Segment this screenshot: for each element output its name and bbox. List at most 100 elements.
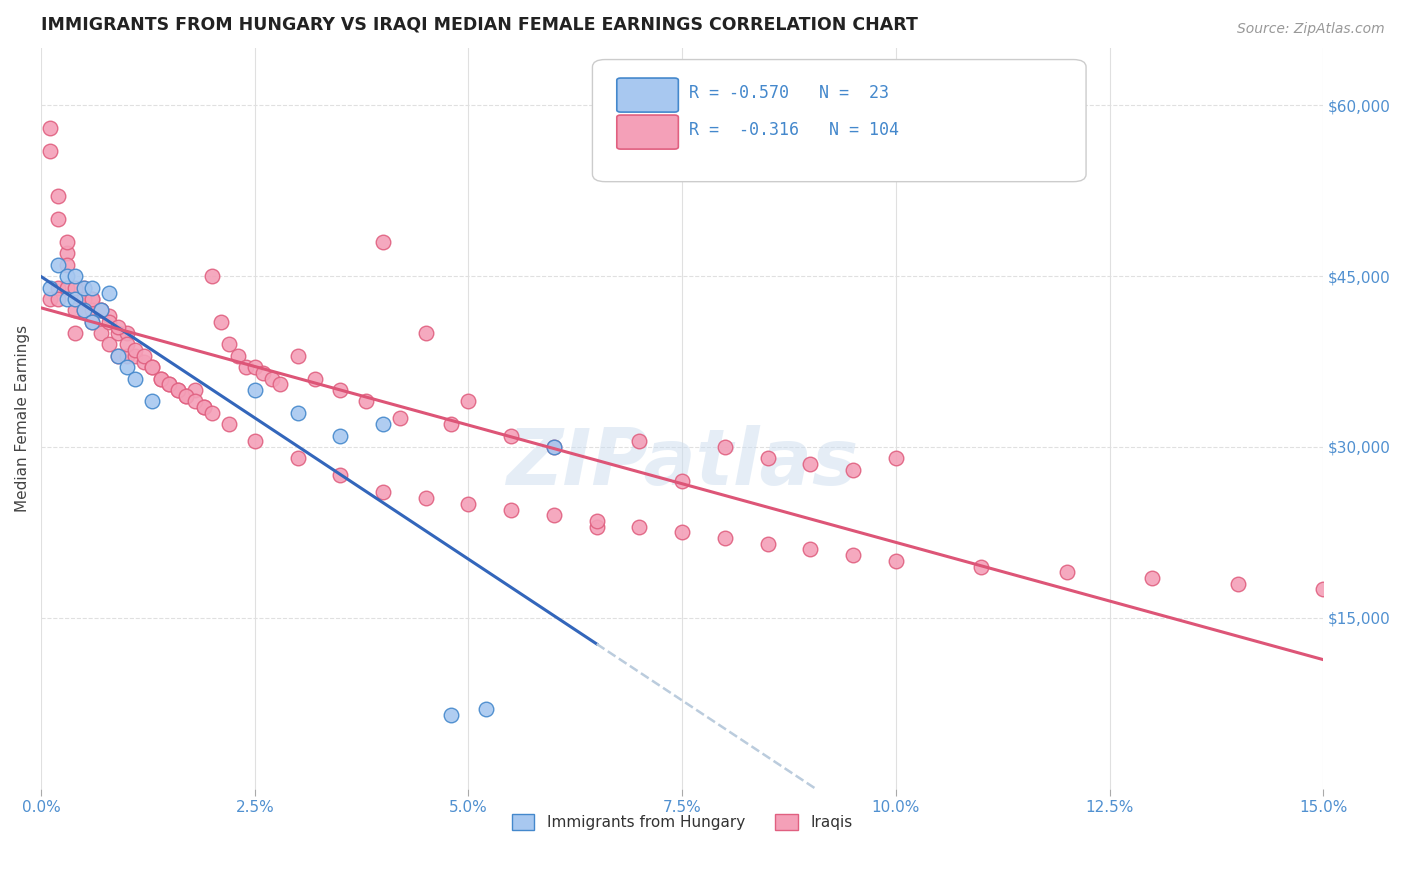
Point	[1056, 565, 1078, 579]
Point	[440, 417, 463, 432]
Point	[371, 235, 394, 249]
Point	[98, 309, 121, 323]
Point	[287, 406, 309, 420]
Point	[46, 212, 69, 227]
Point	[65, 269, 87, 284]
Point	[167, 383, 190, 397]
Point	[82, 280, 104, 294]
Point	[799, 457, 821, 471]
Point	[73, 292, 96, 306]
Text: R =  -0.316   N = 104: R = -0.316 N = 104	[689, 120, 898, 139]
Point	[124, 371, 146, 385]
Point	[842, 548, 865, 562]
Point	[157, 377, 180, 392]
Point	[176, 389, 198, 403]
Point	[457, 394, 479, 409]
Point	[90, 303, 112, 318]
Text: IMMIGRANTS FROM HUNGARY VS IRAQI MEDIAN FEMALE EARNINGS CORRELATION CHART: IMMIGRANTS FROM HUNGARY VS IRAQI MEDIAN …	[41, 15, 918, 33]
Point	[243, 360, 266, 375]
Point	[73, 303, 96, 318]
Point	[440, 707, 463, 722]
Point	[55, 235, 77, 249]
Point	[714, 531, 737, 545]
Point	[371, 485, 394, 500]
Point	[115, 349, 138, 363]
Point	[543, 440, 565, 454]
Point	[38, 292, 60, 306]
Point	[141, 394, 163, 409]
Point	[90, 326, 112, 340]
Point	[252, 366, 274, 380]
Point	[55, 258, 77, 272]
FancyBboxPatch shape	[617, 78, 678, 112]
Point	[82, 292, 104, 306]
Point	[82, 315, 104, 329]
Point	[149, 371, 172, 385]
Point	[141, 360, 163, 375]
Point	[201, 406, 224, 420]
Point	[149, 371, 172, 385]
FancyBboxPatch shape	[592, 60, 1085, 182]
Point	[193, 400, 215, 414]
Point	[884, 451, 907, 466]
Point	[107, 349, 129, 363]
Point	[82, 315, 104, 329]
Point	[543, 508, 565, 523]
Point	[65, 292, 87, 306]
Point	[184, 394, 207, 409]
Point	[176, 389, 198, 403]
Point	[132, 349, 155, 363]
Point	[124, 349, 146, 363]
Point	[671, 474, 693, 488]
Point	[65, 326, 87, 340]
Point	[329, 383, 352, 397]
Point	[65, 280, 87, 294]
FancyBboxPatch shape	[617, 115, 678, 149]
Point	[842, 463, 865, 477]
Text: R = -0.570   N =  23: R = -0.570 N = 23	[689, 84, 889, 102]
Point	[415, 326, 437, 340]
Point	[184, 383, 207, 397]
Point	[756, 537, 779, 551]
Point	[38, 144, 60, 158]
Point	[46, 280, 69, 294]
Point	[543, 440, 565, 454]
Point	[235, 360, 257, 375]
Point	[82, 292, 104, 306]
Point	[260, 371, 283, 385]
Point	[201, 269, 224, 284]
Point	[756, 451, 779, 466]
Point	[65, 292, 87, 306]
Point	[98, 337, 121, 351]
Point	[82, 303, 104, 318]
Point	[46, 292, 69, 306]
Point	[90, 303, 112, 318]
Point	[157, 377, 180, 392]
Point	[73, 280, 96, 294]
Point	[1142, 571, 1164, 585]
Point	[73, 303, 96, 318]
Legend: Immigrants from Hungary, Iraqis: Immigrants from Hungary, Iraqis	[505, 808, 859, 837]
Y-axis label: Median Female Earnings: Median Female Earnings	[15, 325, 30, 512]
Point	[55, 246, 77, 260]
Point	[167, 383, 190, 397]
Point	[585, 514, 607, 528]
Point	[73, 280, 96, 294]
Point	[55, 280, 77, 294]
Point	[287, 349, 309, 363]
Point	[585, 519, 607, 533]
Text: Source: ZipAtlas.com: Source: ZipAtlas.com	[1237, 22, 1385, 37]
Point	[1312, 582, 1334, 597]
Point	[107, 320, 129, 334]
Point	[218, 417, 240, 432]
Point	[107, 326, 129, 340]
Point	[714, 440, 737, 454]
Point	[55, 269, 77, 284]
Point	[415, 491, 437, 506]
Point	[107, 349, 129, 363]
Point	[65, 303, 87, 318]
Point	[243, 383, 266, 397]
Point	[115, 326, 138, 340]
Point	[46, 189, 69, 203]
Point	[38, 121, 60, 136]
